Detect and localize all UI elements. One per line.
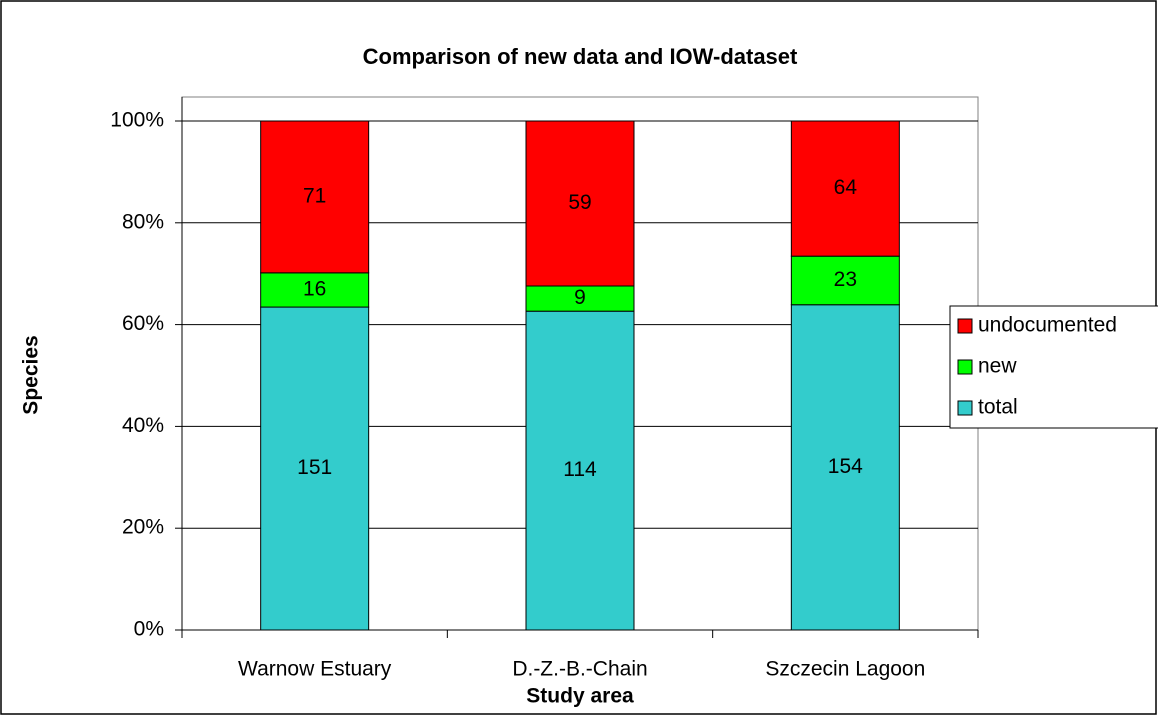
legend-label: undocumented <box>978 314 1117 337</box>
bar-segment <box>260 120 370 274</box>
bar-segment <box>525 120 635 287</box>
legend-swatch <box>957 359 973 375</box>
y-tick-label: 60% <box>122 312 164 335</box>
data-label: 23 <box>834 268 857 291</box>
data-label: 71 <box>303 184 326 207</box>
y-tick-label: 20% <box>122 516 164 539</box>
x-tick-label: Szczecin Lagoon <box>765 658 925 681</box>
bar-segment <box>790 255 900 306</box>
data-label: 16 <box>303 278 326 301</box>
y-tick-label: 40% <box>122 414 164 437</box>
legend-label: total <box>978 396 1018 419</box>
y-tick-label: 80% <box>122 210 164 233</box>
legend-box <box>949 305 1158 429</box>
x-axis-title: Study area <box>526 685 634 708</box>
y-tick-label: 0% <box>134 618 164 641</box>
bar-segment <box>525 285 635 312</box>
y-tick-label: 100% <box>110 109 164 132</box>
legend-swatch <box>957 318 973 334</box>
y-axis-title: Species <box>20 335 43 414</box>
bar-segment <box>790 120 900 257</box>
data-label: 59 <box>568 191 591 214</box>
bar-segment <box>790 304 900 631</box>
data-label: 9 <box>574 286 586 309</box>
data-label: 64 <box>834 176 858 199</box>
data-label: 154 <box>828 455 863 478</box>
bar-segment <box>260 272 370 308</box>
chart-title: Comparison of new data and IOW-dataset <box>363 44 798 69</box>
data-label: 151 <box>297 456 332 479</box>
data-label: 114 <box>563 458 597 481</box>
x-tick-label: Warnow Estuary <box>238 658 392 681</box>
bar-segment <box>525 310 635 631</box>
legend-swatch <box>957 400 973 416</box>
x-tick-label: D.-Z.-B.-Chain <box>512 658 647 681</box>
legend-label: new <box>978 355 1017 378</box>
